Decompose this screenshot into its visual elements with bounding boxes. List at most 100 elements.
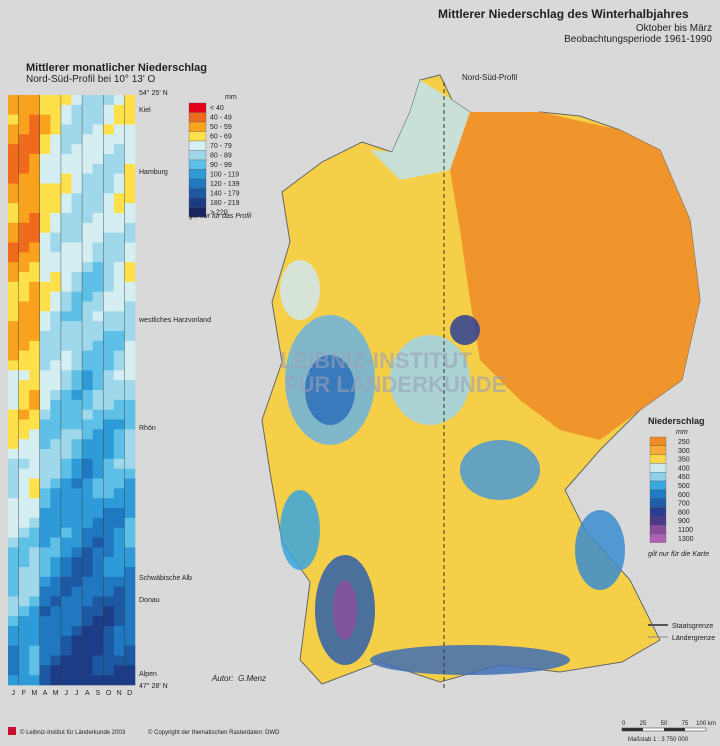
profile-cell (8, 586, 19, 597)
profile-cell (103, 616, 115, 627)
profile-cell (29, 173, 41, 184)
profile-cell (8, 498, 19, 509)
profile-cell (92, 203, 104, 214)
profile-cell (103, 439, 115, 450)
profile-cell (124, 390, 136, 401)
profile-cell (103, 281, 115, 292)
profile-cell (8, 281, 19, 292)
profile-cell (39, 429, 51, 440)
profile-cell (92, 596, 104, 607)
profile-cell (82, 183, 93, 194)
profile-cell (103, 183, 115, 194)
profile-cell (92, 449, 104, 460)
profile-cell (60, 576, 72, 587)
profile-cell (60, 675, 72, 686)
profile-cell (60, 163, 72, 174)
profile-cell (60, 429, 72, 440)
profile-cell (82, 272, 93, 283)
profile-cell (29, 429, 41, 440)
profile-cell (113, 645, 125, 656)
profile-cell (103, 547, 115, 558)
profile-cell (113, 183, 125, 194)
profile-cell (113, 281, 125, 292)
legend-swatch (188, 140, 207, 151)
profile-cell (124, 350, 136, 361)
legend-label: 700 (678, 501, 690, 508)
profile-cell (82, 645, 93, 656)
profile-cell (124, 232, 136, 243)
profile-cell (50, 606, 62, 617)
legend-label: 900 (678, 518, 690, 525)
profile-cell (113, 458, 125, 469)
map-legend-title: Niederschlag (648, 416, 705, 426)
profile-cell (92, 655, 104, 666)
profile-cell (18, 635, 30, 646)
profile-cell (18, 331, 30, 342)
profile-cell (50, 478, 62, 489)
profile-cell (71, 114, 83, 125)
legend-label: 60 - 69 (210, 134, 232, 141)
profile-cell (92, 616, 104, 627)
profile-cell (113, 616, 125, 627)
scale-tick: 50 (661, 721, 668, 727)
profile-cell (124, 626, 136, 637)
profile-cell (8, 409, 19, 420)
profile-cell (29, 616, 41, 627)
legend-swatch (188, 121, 207, 132)
profile-cell (39, 252, 51, 263)
profile-cell (113, 124, 125, 135)
profile-cell (8, 213, 19, 224)
profile-cell (29, 301, 41, 312)
profile-cell (71, 537, 83, 548)
profile-cell (60, 409, 72, 420)
profile-cell (71, 527, 83, 538)
profile-cell (50, 154, 62, 165)
month-label: M (53, 690, 59, 697)
profile-cell (103, 114, 115, 125)
legend-label: 180 - 219 (210, 200, 240, 207)
profile-cell (50, 547, 62, 558)
profile-cell (124, 242, 136, 253)
profile-cell (29, 183, 41, 194)
profile-cell (8, 645, 19, 656)
profile-cell (18, 262, 30, 273)
profile-cell (82, 163, 93, 174)
profile-cell (18, 390, 30, 401)
profile-cell (50, 134, 62, 145)
wet-areas (280, 80, 625, 675)
profile-cell (60, 340, 72, 351)
profile-cell (8, 370, 19, 381)
profile-cell (8, 458, 19, 469)
profile-cell (71, 468, 83, 479)
profile-cell (8, 606, 19, 617)
profile-cell (113, 104, 125, 115)
profile-cell (124, 478, 136, 489)
profile-cell (39, 340, 51, 351)
profile-cell (60, 291, 72, 302)
profile-cell (60, 370, 72, 381)
profile-cell (124, 449, 136, 460)
profile-cell (113, 626, 125, 637)
profile-cell (92, 252, 104, 263)
profile-cell (8, 508, 19, 519)
profile-cell (60, 350, 72, 361)
author: G.Menz (238, 674, 266, 683)
profile-cell (39, 419, 51, 430)
profile-cell (82, 203, 93, 214)
legend-label: 350 (678, 457, 690, 464)
profile-cell (124, 380, 136, 391)
profile-cell (18, 665, 30, 676)
profile-cell (103, 665, 115, 676)
profile-cell (103, 173, 115, 184)
profile-cell (113, 95, 125, 106)
profile-cell (50, 596, 62, 607)
profile-cell (113, 252, 125, 263)
profile-cell (39, 213, 51, 224)
profile-cell (82, 95, 93, 106)
profile-cell (113, 203, 125, 214)
profile-cell (113, 429, 125, 440)
profile-cell (18, 419, 30, 430)
profile-cell (82, 114, 93, 125)
legend-label: 800 (678, 509, 690, 516)
profile-cell (39, 183, 51, 194)
